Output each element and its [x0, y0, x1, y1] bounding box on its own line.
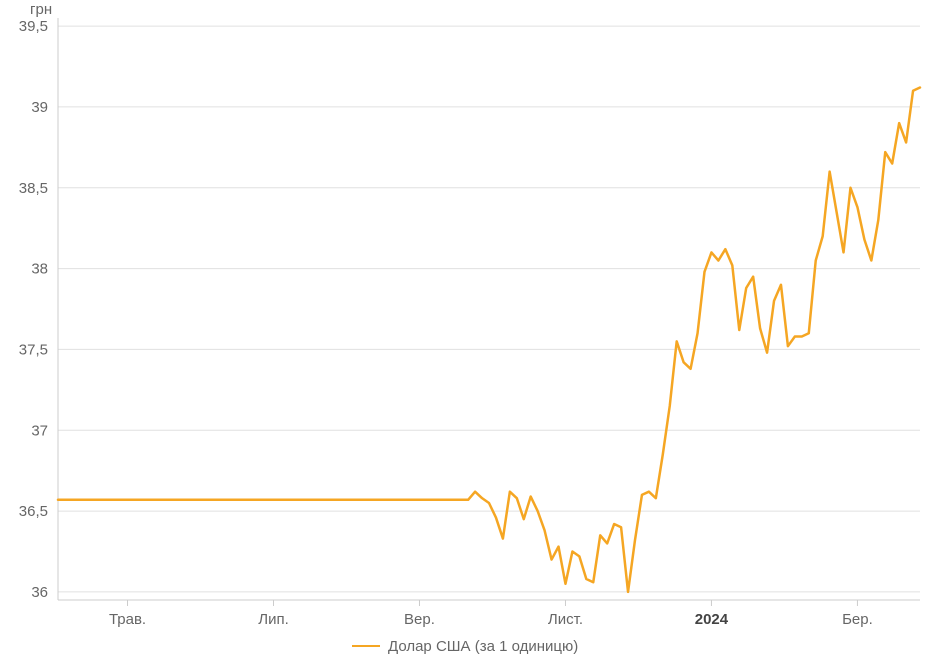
y-tick-label: 37,5: [19, 341, 48, 358]
x-tick-label: 2024: [695, 611, 729, 628]
y-tick-label: 36: [31, 584, 48, 601]
y-tick-label: 38: [31, 261, 48, 278]
chart-bg: [0, 0, 936, 669]
chart-svg: 36 36,5 37 37,5 38 38,5 39 39,5грн Трав. Лип. Вер.…: [0, 0, 936, 669]
y-tick-label: 36,5: [19, 503, 48, 520]
y-axis-title: грн: [30, 1, 52, 18]
x-tick-label: Лист.: [548, 611, 583, 628]
legend-label: Долар США (за 1 одиницю): [388, 638, 578, 655]
exchange-rate-chart: 36 36,5 37 37,5 38 38,5 39 39,5грн Трав. Лип. Вер.…: [0, 0, 936, 669]
x-tick-label: Трав.: [109, 611, 146, 628]
y-tick-label: 39,5: [19, 18, 48, 35]
y-tick-label: 38,5: [19, 180, 48, 197]
y-tick-label: 37: [31, 422, 48, 439]
x-tick-label: Бер.: [842, 611, 873, 628]
x-tick-label: Лип.: [258, 611, 289, 628]
y-tick-label: 39: [31, 99, 48, 116]
x-tick-label: Вер.: [404, 611, 435, 628]
